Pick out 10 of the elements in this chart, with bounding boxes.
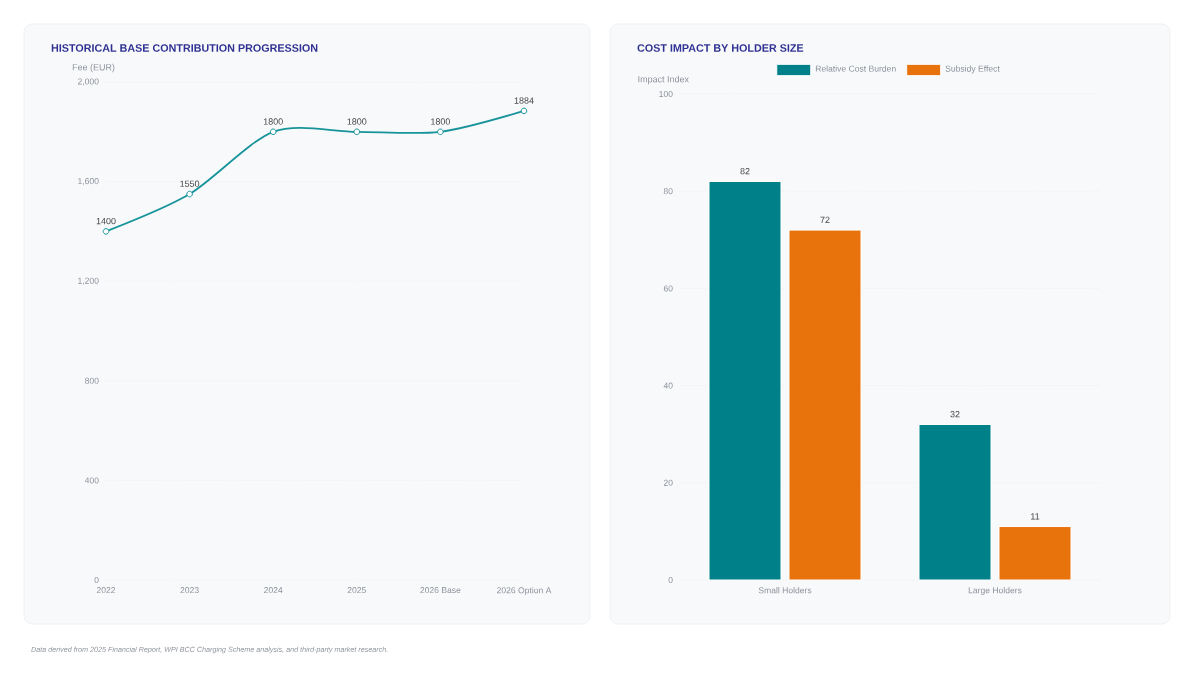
point bbox=[520, 107, 528, 115]
bar bbox=[708, 180, 782, 581]
bar bbox=[998, 526, 1072, 581]
bar bbox=[918, 423, 992, 581]
point bbox=[269, 128, 277, 136]
point bbox=[437, 128, 444, 136]
point bbox=[102, 228, 110, 235]
point bbox=[186, 190, 193, 198]
bar bbox=[788, 229, 862, 581]
point bbox=[353, 128, 361, 136]
